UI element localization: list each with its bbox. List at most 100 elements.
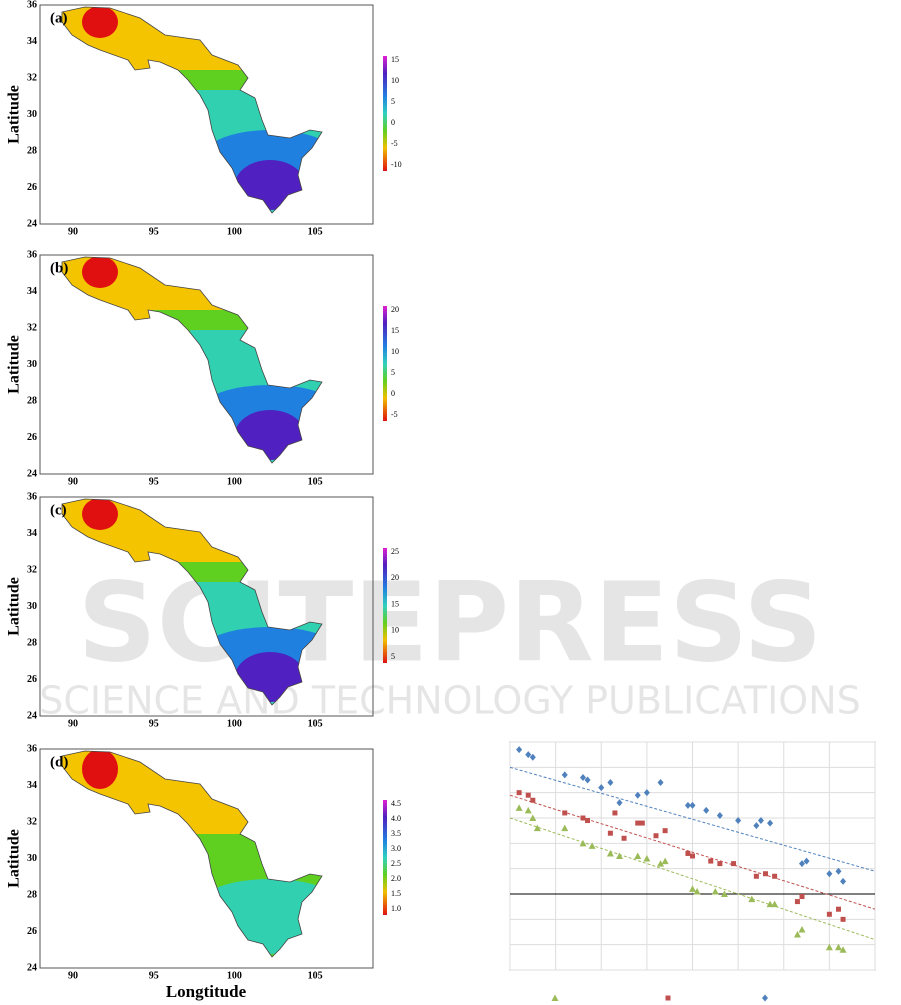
watermark-title: SCITEPRESS bbox=[77, 558, 822, 686]
point bbox=[529, 814, 537, 821]
legend-marker bbox=[551, 994, 559, 1001]
zone bbox=[82, 499, 118, 530]
point bbox=[757, 817, 764, 825]
basin-fill bbox=[62, 7, 322, 213]
point bbox=[515, 804, 523, 811]
lat-tick-label: 36 bbox=[27, 743, 37, 754]
point bbox=[799, 894, 805, 900]
panel-label: (c) bbox=[50, 502, 67, 518]
lon-tick-label: 95 bbox=[149, 226, 159, 237]
y-axis-label: Latitude bbox=[6, 335, 23, 394]
point bbox=[580, 773, 586, 781]
lat-tick-label: 30 bbox=[27, 853, 37, 864]
colorbar bbox=[383, 800, 387, 915]
point bbox=[835, 943, 842, 951]
lat-tick-label: 26 bbox=[27, 182, 37, 193]
zone bbox=[82, 257, 118, 288]
point bbox=[580, 815, 586, 821]
colorbar-label: 2.5 bbox=[391, 859, 401, 868]
point bbox=[798, 925, 806, 933]
lon-tick-label: 100 bbox=[227, 226, 242, 237]
lon-tick-label: 90 bbox=[68, 226, 78, 237]
lon-tick-label: 95 bbox=[149, 476, 159, 487]
colorbar-label: 1.0 bbox=[391, 904, 401, 913]
point bbox=[579, 839, 587, 847]
lat-tick-label: 34 bbox=[27, 528, 37, 539]
point bbox=[606, 849, 614, 857]
x-axis-label: Longtitude bbox=[166, 982, 247, 1001]
colorbar-label: 4.5 bbox=[391, 799, 401, 808]
point bbox=[717, 861, 723, 867]
point bbox=[803, 857, 810, 865]
colorbar bbox=[383, 306, 387, 421]
point bbox=[766, 900, 774, 908]
point bbox=[588, 842, 596, 849]
point bbox=[598, 784, 605, 792]
point bbox=[607, 779, 614, 787]
point bbox=[716, 811, 723, 819]
point bbox=[561, 771, 568, 779]
point bbox=[533, 824, 541, 832]
colorbar-label: 10 bbox=[391, 76, 399, 85]
point bbox=[772, 873, 778, 879]
lat-tick-label: 28 bbox=[27, 637, 37, 648]
point bbox=[703, 806, 710, 814]
lat-tick-label: 34 bbox=[27, 36, 37, 47]
point bbox=[516, 746, 523, 754]
colorbar-label: 2.0 bbox=[391, 874, 401, 883]
point bbox=[753, 822, 760, 830]
lat-tick-label: 34 bbox=[27, 286, 37, 297]
lat-tick-label: 24 bbox=[27, 468, 37, 479]
zone bbox=[235, 904, 305, 954]
point bbox=[634, 791, 641, 799]
lat-tick-label: 26 bbox=[27, 926, 37, 937]
point bbox=[799, 860, 805, 868]
point bbox=[635, 820, 641, 826]
point bbox=[643, 855, 651, 862]
colorbar-label: 15 bbox=[391, 599, 399, 608]
lat-tick-label: 30 bbox=[27, 359, 37, 370]
map-panel: (d) 36 34 32 30 28 26 24 90 95 100 105 Latitude 4.5 4.… bbox=[6, 743, 401, 981]
legend-marker bbox=[665, 995, 671, 1001]
panel-label: (d) bbox=[50, 754, 68, 770]
map-frame bbox=[39, 254, 374, 475]
point bbox=[643, 789, 650, 797]
trend-line bbox=[509, 794, 876, 910]
lat-tick-label: 32 bbox=[27, 322, 37, 333]
point bbox=[731, 861, 737, 867]
lat-tick-label: 36 bbox=[27, 249, 37, 260]
point bbox=[793, 931, 801, 938]
colorbar-label: 15 bbox=[391, 326, 399, 335]
point bbox=[689, 885, 696, 892]
lat-tick-label: 32 bbox=[27, 564, 37, 575]
zone bbox=[82, 7, 118, 38]
point bbox=[826, 870, 833, 878]
lon-tick-label: 100 bbox=[227, 970, 242, 981]
colorbar-label: 1.5 bbox=[391, 889, 401, 898]
colorbar bbox=[383, 56, 387, 171]
point bbox=[621, 835, 627, 841]
lat-tick-label: 26 bbox=[27, 674, 37, 685]
point bbox=[689, 801, 696, 809]
point bbox=[839, 946, 847, 953]
colorbar-label: 3.5 bbox=[391, 829, 401, 838]
point bbox=[771, 900, 779, 908]
colorbar-label: -5 bbox=[391, 410, 398, 419]
map-frame bbox=[39, 4, 374, 225]
colorbar-label: 25 bbox=[391, 547, 399, 556]
lon-tick-label: 100 bbox=[227, 476, 242, 487]
lon-tick-label: 90 bbox=[68, 970, 78, 981]
colorbar-label: 20 bbox=[391, 305, 399, 314]
point bbox=[708, 858, 714, 864]
colorbar-label: 0 bbox=[391, 118, 395, 127]
lat-tick-label: 28 bbox=[27, 395, 37, 406]
basin bbox=[61, 6, 323, 214]
point bbox=[735, 817, 742, 825]
legend-marker bbox=[762, 994, 768, 1002]
point bbox=[748, 895, 756, 903]
colorbar-label: -5 bbox=[391, 139, 398, 148]
zone bbox=[235, 410, 305, 460]
point bbox=[840, 916, 846, 922]
point bbox=[685, 850, 691, 856]
